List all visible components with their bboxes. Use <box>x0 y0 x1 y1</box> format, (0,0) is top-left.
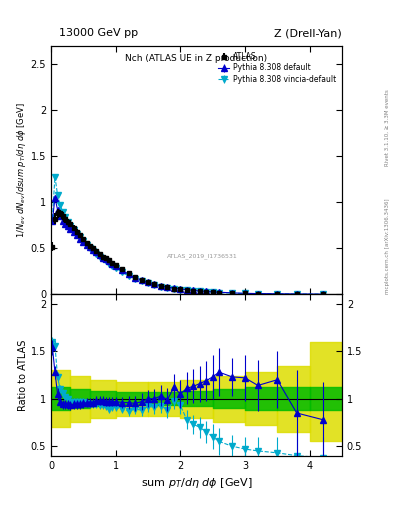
Legend: ATLAS, Pythia 8.308 default, Pythia 8.308 vincia-default: ATLAS, Pythia 8.308 default, Pythia 8.30… <box>216 50 338 86</box>
Text: Rivet 3.1.10, ≥ 3.3M events: Rivet 3.1.10, ≥ 3.3M events <box>385 90 390 166</box>
Y-axis label: Ratio to ATLAS: Ratio to ATLAS <box>18 339 28 411</box>
X-axis label: sum $p_T/d\eta$ $d\phi$ [GeV]: sum $p_T/d\eta$ $d\phi$ [GeV] <box>141 476 252 490</box>
Text: Z (Drell-Yan): Z (Drell-Yan) <box>274 28 342 38</box>
Text: 13000 GeV pp: 13000 GeV pp <box>59 28 138 38</box>
Text: ATLAS_2019_I1736531: ATLAS_2019_I1736531 <box>167 253 238 259</box>
Text: Nch (ATLAS UE in Z production): Nch (ATLAS UE in Z production) <box>125 54 268 62</box>
Text: mcplots.cern.ch [arXiv:1306.3436]: mcplots.cern.ch [arXiv:1306.3436] <box>385 198 390 293</box>
Y-axis label: $1/N_{ev}$ $dN_{ev}/dsum$ $p_T/d\eta$ $d\phi$ [GeV]: $1/N_{ev}$ $dN_{ev}/dsum$ $p_T/d\eta$ $d… <box>15 102 28 238</box>
